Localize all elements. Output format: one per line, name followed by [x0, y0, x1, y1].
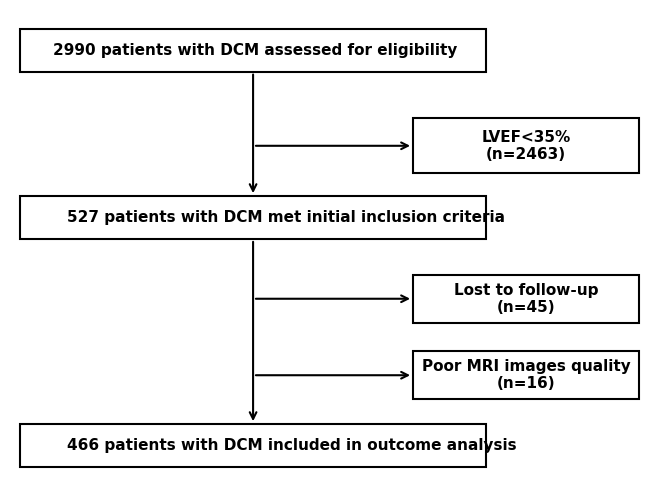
Bar: [20, 29, 486, 72]
Bar: [20, 196, 486, 239]
Bar: [413, 351, 639, 399]
Bar: [413, 275, 639, 323]
Text: 466 patients with DCM included in outcome analysis: 466 patients with DCM included in outcom…: [67, 438, 516, 453]
Text: LVEF<35%
(n=2463): LVEF<35% (n=2463): [482, 130, 571, 162]
Text: Poor MRI images quality
(n=16): Poor MRI images quality (n=16): [422, 359, 631, 391]
Text: 527 patients with DCM met initial inclusion criteria: 527 patients with DCM met initial inclus…: [67, 210, 505, 225]
Bar: [413, 119, 639, 174]
Text: 2990 patients with DCM assessed for eligibility: 2990 patients with DCM assessed for elig…: [53, 43, 458, 58]
Bar: [20, 424, 486, 467]
Text: Lost to follow-up
(n=45): Lost to follow-up (n=45): [454, 282, 598, 315]
